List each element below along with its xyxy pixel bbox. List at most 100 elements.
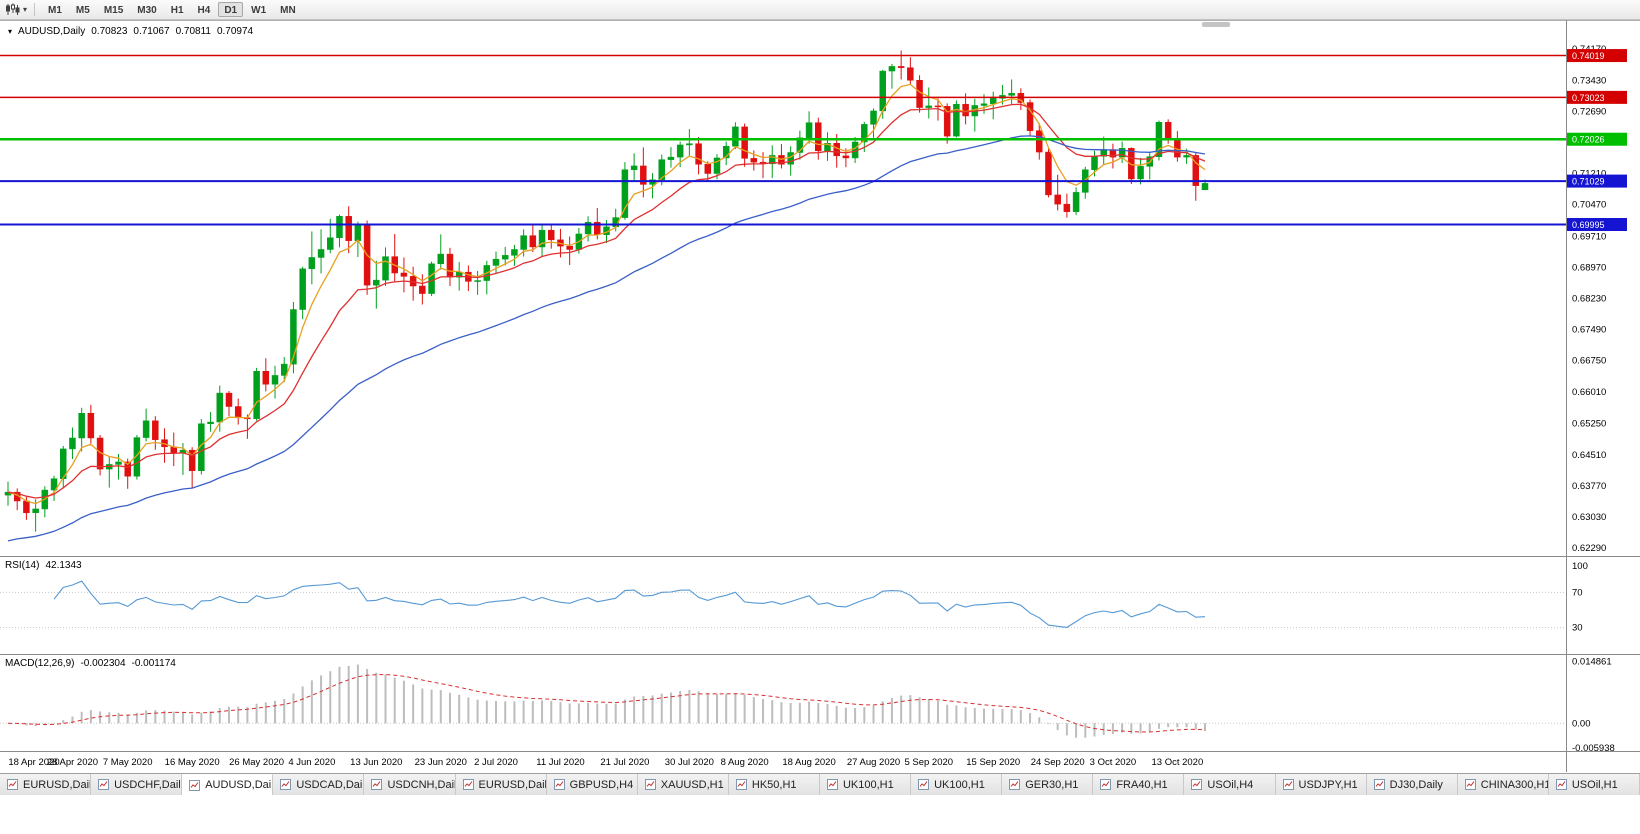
chart-tab-eurusd-daily[interactable]: EURUSD,Daily [455, 774, 547, 795]
chart-tab-label: USDJPY,H1 [1298, 778, 1358, 791]
svg-text:21 Jul 2020: 21 Jul 2020 [600, 757, 649, 768]
chart-tab-icon [826, 779, 838, 790]
ma-line-40 [7, 135, 1206, 542]
chart-tab-usdcnh-daily[interactable]: USDCNH,Daily [364, 774, 456, 795]
svg-text:-0.005938: -0.005938 [1572, 743, 1615, 754]
rsi-pane: 100 70 30 [0, 561, 1588, 634]
chart-tab-icon [1464, 779, 1476, 790]
chart-tab-usoil-h1[interactable]: USOil,H1 [1548, 774, 1640, 795]
chart-tab-label: GBPUSD,H4 [569, 778, 634, 791]
chart-tab-uk100-h1[interactable]: UK100,H1 [911, 774, 1003, 795]
timeframe-button-m5[interactable]: M5 [75, 5, 90, 16]
chart-tab-ger30-h1[interactable]: GER30,H1 [1002, 774, 1094, 795]
svg-text:0.63770: 0.63770 [1572, 481, 1606, 492]
ma-line-13 [7, 103, 1206, 499]
svg-text:0.72026: 0.72026 [1572, 135, 1605, 145]
svg-text:24 Sep 2020: 24 Sep 2020 [1031, 757, 1085, 768]
chart-tabs-bar: EURUSD,Daily USDCHF,Daily AUDUSD,Daily USDC… [0, 773, 1640, 795]
chart-tab-icon [1282, 779, 1294, 790]
chart-tab-icon [1373, 779, 1385, 790]
hline-069995[interactable]: 0.69995 [0, 218, 1627, 232]
chart-tab-label: USDCHF,Daily [114, 778, 183, 791]
timeframe-button-mn[interactable]: MN [280, 5, 296, 16]
chart-tab-china300-h1[interactable]: CHINA300,H1 [1457, 774, 1549, 795]
chart-tab-icon [1009, 779, 1021, 790]
chart-tab-label: UK100,H1 [842, 778, 894, 791]
svg-text:0.68230: 0.68230 [1572, 294, 1606, 305]
chart-tab-fra40-h1[interactable]: FRA40,H1 [1093, 774, 1185, 795]
svg-text:4 Jun 2020: 4 Jun 2020 [288, 757, 335, 768]
timeframe-button-h1[interactable]: H1 [170, 5, 184, 16]
chart-tab-label: USOil,H4 [1207, 778, 1254, 791]
svg-text:16 May 2020: 16 May 2020 [165, 757, 220, 768]
svg-text:18 Apr 2020: 18 Apr 2020 [8, 757, 59, 768]
svg-text:0.69710: 0.69710 [1572, 231, 1606, 242]
chart-tab-usoil-h4[interactable]: USOil,H4 [1184, 774, 1276, 795]
chart-tab-eurusd-daily[interactable]: EURUSD,Daily [0, 774, 92, 795]
svg-text:0.62290: 0.62290 [1572, 543, 1606, 554]
chart-tab-label: USOil,H1 [1571, 778, 1618, 791]
svg-text:7 May 2020: 7 May 2020 [103, 757, 153, 768]
svg-text:70: 70 [1572, 587, 1583, 598]
chart-tab-label: XAUUSD,H1 [660, 778, 724, 791]
timeframe-button-m1[interactable]: M1 [48, 5, 62, 16]
macd-pane: 0.014861 0.00 -0.005938 [0, 657, 1615, 754]
price-chart-canvas[interactable]: 0.741700.734300.726900.719500.712100.704… [0, 20, 1640, 773]
chart-tab-label: USDCNH,Daily [387, 778, 456, 791]
svg-text:8 Aug 2020: 8 Aug 2020 [721, 757, 769, 768]
svg-text:3 Oct 2020: 3 Oct 2020 [1090, 757, 1136, 768]
timeframe-button-w1[interactable]: W1 [251, 5, 267, 16]
timeframe-button-m30[interactable]: M30 [137, 5, 157, 16]
status-area [0, 796, 1640, 834]
chart-tab-usdjpy-h1[interactable]: USDJPY,H1 [1275, 774, 1367, 795]
svg-text:5 Sep 2020: 5 Sep 2020 [904, 757, 953, 768]
hline-071029[interactable]: 0.71029 [0, 174, 1627, 188]
chart-tab-label: GER30,H1 [1025, 778, 1079, 791]
chart-tab-usdcad-daily[interactable]: USDCAD,Daily [273, 774, 365, 795]
timeframe-toolbar: ▾ M1 M5 M15 M30 H1 H4 D1 W1 MN [0, 0, 1640, 20]
svg-text:15 Sep 2020: 15 Sep 2020 [966, 757, 1020, 768]
chart-tab-dj30-daily[interactable]: DJ30,Daily [1366, 774, 1458, 795]
chart-tab-icon [98, 779, 110, 790]
svg-text:0.70470: 0.70470 [1572, 200, 1606, 211]
chart-tab-icon [644, 779, 656, 790]
chart-tab-icon [1555, 779, 1567, 790]
hline-074019[interactable]: 0.74019 [0, 49, 1627, 63]
chart-tab-icon [735, 779, 747, 790]
hline-072026[interactable]: 0.72026 [0, 132, 1627, 146]
chart-tab-label: AUDUSD,Daily [205, 779, 274, 791]
chart-tab-uk100-h1[interactable]: UK100,H1 [819, 774, 912, 795]
svg-text:27 Aug 2020: 27 Aug 2020 [847, 757, 900, 768]
chart-tab-label: EURUSD,Daily [23, 778, 92, 791]
svg-text:0.65250: 0.65250 [1572, 419, 1606, 430]
svg-text:0.73430: 0.73430 [1572, 75, 1606, 86]
svg-text:0.63030: 0.63030 [1572, 512, 1606, 523]
timeframe-button-h4[interactable]: H4 [197, 5, 211, 16]
svg-text:23 Jun 2020: 23 Jun 2020 [415, 757, 467, 768]
chart-tab-audusd-daily[interactable]: AUDUSD,Daily [182, 774, 274, 795]
timeframe-button-d1[interactable]: D1 [218, 2, 244, 17]
svg-text:26 May 2020: 26 May 2020 [229, 757, 284, 768]
hline-073023[interactable]: 0.73023 [0, 90, 1627, 104]
chart-tab-icon [189, 779, 201, 791]
svg-text:0.72690: 0.72690 [1572, 106, 1606, 117]
chart-tab-xauusd-h1[interactable]: XAUUSD,H1 [637, 774, 729, 795]
svg-text:13 Oct 2020: 13 Oct 2020 [1151, 757, 1203, 768]
chart-type-icon[interactable] [4, 3, 21, 17]
svg-text:0.66010: 0.66010 [1572, 387, 1606, 398]
svg-text:0.66750: 0.66750 [1572, 356, 1606, 367]
chart-tab-hk50-h1[interactable]: HK50,H1 [728, 774, 820, 795]
chart-tab-label: UK100,H1 [934, 778, 985, 791]
chart-tab-usdchf-daily[interactable]: USDCHF,Daily [91, 774, 183, 795]
chart-tab-icon [462, 779, 474, 790]
chart-tab-gbpusd-h4[interactable]: GBPUSD,H4 [546, 774, 638, 795]
svg-text:0.68970: 0.68970 [1572, 263, 1606, 274]
timeframe-button-m15[interactable]: M15 [103, 5, 124, 16]
chart-h-scrollbar-thumb[interactable] [1202, 22, 1230, 27]
chart-tab-icon [918, 779, 930, 790]
chart-tab-label: HK50,H1 [751, 778, 797, 791]
chevron-down-icon[interactable]: ▾ [23, 4, 28, 14]
svg-text:18 Aug 2020: 18 Aug 2020 [782, 757, 835, 768]
price-scale[interactable]: 0.741700.734300.726900.719500.712100.704… [1572, 44, 1606, 554]
